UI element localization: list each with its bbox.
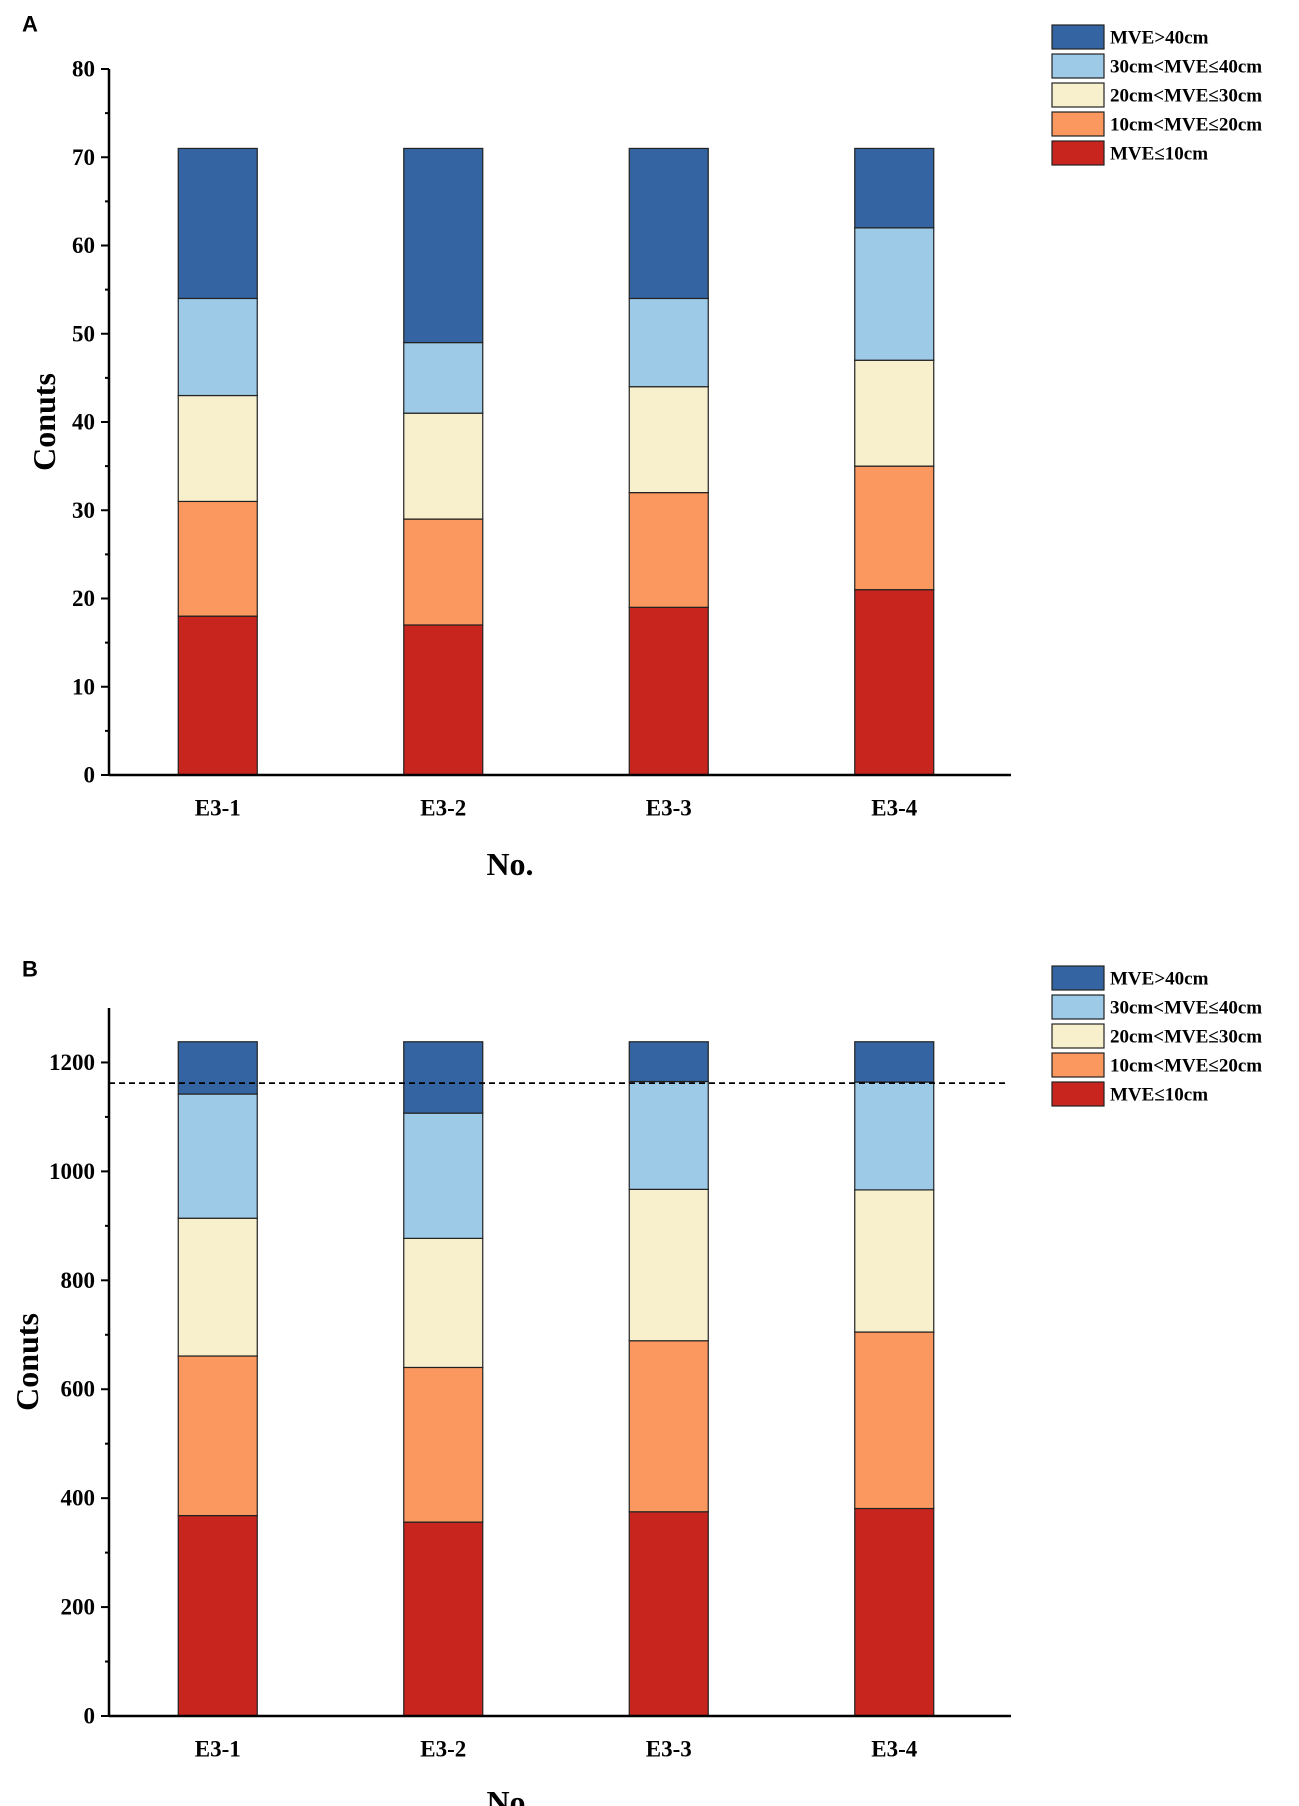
- x-tick-label: E3-4: [871, 1737, 918, 1762]
- bar-segment-e3-4-s4: [854, 147, 935, 229]
- x-tick-label: E3-1: [195, 796, 241, 821]
- bar-segment-e3-2-s0: [403, 624, 484, 776]
- bar-segment-e3-1-s3: [177, 297, 258, 397]
- x-axis-title: No.: [486, 1784, 533, 1806]
- y-axis-title: Conuts: [9, 1313, 45, 1411]
- x-tick-label: E3-2: [420, 1737, 466, 1762]
- legend-swatch: [1051, 965, 1105, 991]
- bar-segment-e3-3-s4: [628, 147, 709, 300]
- y-tick-label: 800: [61, 1268, 96, 1293]
- panel-b: B E3-1 E3-2 E3-3 E3-4 0 200 400 600 800 1000 1200 No…: [9, 957, 1262, 1806]
- x-tick-label: E3-3: [646, 796, 692, 821]
- y-tick-label: 0: [84, 763, 96, 788]
- bar-segment-e3-1-s2: [177, 1217, 258, 1357]
- x-tick-label: E3-3: [646, 1737, 692, 1762]
- legend-label: MVE>40cm: [1110, 969, 1209, 990]
- y-tick-label: 600: [61, 1377, 96, 1402]
- legend-swatch: [1051, 1081, 1105, 1107]
- bar-segment-e3-1-s1: [177, 500, 258, 617]
- y-tick-label: 20: [72, 586, 95, 611]
- legend-swatch: [1051, 24, 1105, 50]
- bar-segment-e3-1-s4: [177, 1041, 258, 1095]
- bar-segment-e3-1-s4: [177, 147, 258, 300]
- bar-segment-e3-3-s3: [628, 297, 709, 388]
- bar-segment-e3-3-s1: [628, 492, 709, 608]
- legend-label: 30cm<MVE≤40cm: [1110, 998, 1262, 1019]
- bar-segment-e3-2-s4: [403, 1041, 484, 1114]
- y-tick-label: 1000: [49, 1159, 95, 1184]
- y-tick-label: 1200: [49, 1050, 95, 1075]
- bar-segment-e3-2-s0: [403, 1521, 484, 1717]
- legend-label: 10cm<MVE≤20cm: [1110, 115, 1262, 136]
- y-axis-title: Conuts: [26, 373, 62, 471]
- bar-segment-e3-1-s0: [177, 1514, 258, 1717]
- bar-segment-e3-4-s1: [854, 465, 935, 591]
- x-tick-label: E3-1: [195, 1737, 241, 1762]
- bar-segment-e3-2-s2: [403, 1237, 484, 1369]
- legend-swatch: [1051, 994, 1105, 1020]
- panel-label: B: [22, 957, 38, 982]
- bar-segment-e3-2-s1: [403, 518, 484, 626]
- legend-swatch: [1051, 1052, 1105, 1078]
- x-tick-label: E3-4: [871, 796, 918, 821]
- legend-swatch: [1051, 82, 1105, 108]
- bar-segment-e3-3-s2: [628, 1188, 709, 1342]
- bar-segment-e3-2-s3: [403, 341, 484, 414]
- bar-segment-e3-3-s2: [628, 386, 709, 494]
- y-tick-label: 30: [72, 498, 95, 523]
- legend: MVE>40cm 30cm<MVE≤40cm 20cm<MVE≤30cm 10cm<M…: [1051, 965, 1262, 1107]
- legend-swatch: [1051, 111, 1105, 137]
- bar-segment-e3-3-s0: [628, 1511, 709, 1717]
- y-tick-label: 50: [72, 321, 95, 346]
- x-axis-title: No.: [486, 846, 533, 882]
- y-tick-label: 40: [72, 410, 95, 435]
- bar-segment-e3-2-s3: [403, 1112, 484, 1239]
- legend-label: 20cm<MVE≤30cm: [1110, 1027, 1262, 1048]
- legend-swatch: [1051, 1023, 1105, 1049]
- y-tick-label: 10: [72, 674, 95, 699]
- bar-segment-e3-4-s3: [854, 227, 935, 361]
- bar-segment-e3-2-s1: [403, 1366, 484, 1523]
- legend-label: MVE≤10cm: [1110, 144, 1208, 165]
- bar-segment-e3-4-s3: [854, 1081, 935, 1191]
- y-tick-label: 80: [72, 57, 95, 82]
- bar-segment-e3-3-s3: [628, 1080, 709, 1190]
- bar-segment-e3-1-s3: [177, 1093, 258, 1219]
- bar-segment-e3-1-s0: [177, 615, 258, 776]
- bar-segment-e3-4-s0: [854, 589, 935, 776]
- legend-label: 30cm<MVE≤40cm: [1110, 57, 1262, 78]
- legend-label: MVE≤10cm: [1110, 1085, 1208, 1106]
- bar-segment-e3-4-s0: [854, 1507, 935, 1717]
- bar-segment-e3-3-s4: [628, 1041, 709, 1083]
- bar-segment-e3-2-s4: [403, 147, 484, 344]
- bar-segment-e3-4-s1: [854, 1331, 935, 1510]
- y-tick-label: 400: [61, 1486, 96, 1511]
- bar-segment-e3-4-s2: [854, 1189, 935, 1333]
- bar-segment-e3-3-s0: [628, 606, 709, 776]
- bar-segment-e3-1-s1: [177, 1355, 258, 1517]
- bar-segment-e3-1-s2: [177, 394, 258, 503]
- y-tick-label: 60: [72, 233, 95, 258]
- legend-label: MVE>40cm: [1110, 28, 1209, 49]
- x-tick-label: E3-2: [420, 796, 466, 821]
- y-tick-label: 0: [84, 1704, 96, 1729]
- y-tick-label: 70: [72, 145, 95, 170]
- legend-label: 20cm<MVE≤30cm: [1110, 86, 1262, 107]
- panel-label: A: [22, 12, 38, 37]
- legend-swatch: [1051, 140, 1105, 166]
- panel-a: A E3-1 E3-2 E3-3 E3-4 0 10 20 30 40 50 60 70 80 No. Con…: [22, 12, 1262, 883]
- legend-label: 10cm<MVE≤20cm: [1110, 1056, 1262, 1077]
- bar-segment-e3-4-s4: [854, 1041, 935, 1083]
- bar-segment-e3-3-s1: [628, 1340, 709, 1513]
- bar-segment-e3-4-s2: [854, 359, 935, 467]
- bar-segment-e3-2-s2: [403, 412, 484, 520]
- y-tick-label: 200: [61, 1595, 96, 1620]
- legend: MVE>40cm 30cm<MVE≤40cm 20cm<MVE≤30cm 10cm<M…: [1051, 24, 1262, 166]
- legend-swatch: [1051, 53, 1105, 79]
